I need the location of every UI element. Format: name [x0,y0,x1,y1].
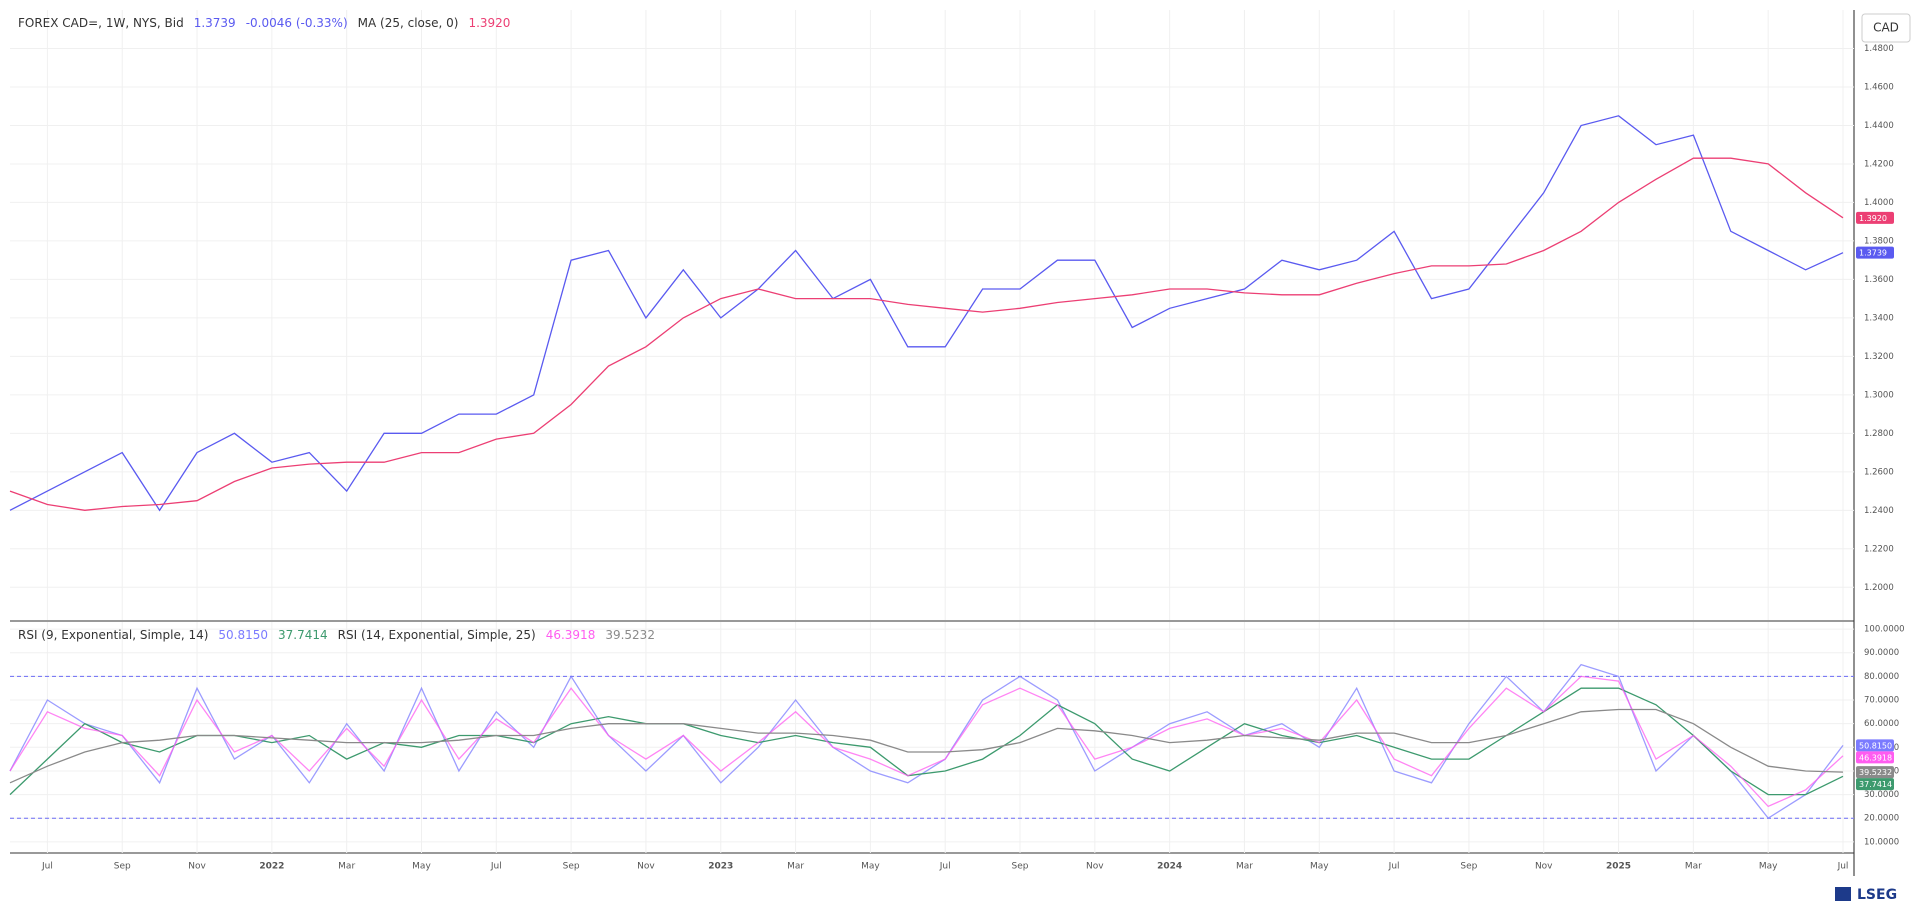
last-value-badge [1856,739,1894,752]
last-value-badge [1856,211,1894,224]
y-tick-label: 70.0000 [1864,696,1899,706]
x-tick-label: 2023 [708,862,733,872]
legend-change: -0.0046 (-0.33%) [245,16,348,30]
legend: RSI (9, Exponential, Simple, 14) 50.8150 3… [18,628,665,642]
x-tick-label: 2025 [1606,862,1631,872]
currency[interactable]: CAD [1873,21,1899,35]
currency-button[interactable] [1861,13,1911,43]
x-tick-label: May [412,862,431,872]
y-tick-label: 1.3600 [1864,275,1894,285]
y-tick-label: 1.2800 [1864,429,1894,439]
y-tick-label: 60.0000 [1864,719,1899,729]
x-tick-label: Jul [41,862,53,872]
brand-logo-mark [1835,887,1851,901]
last-value-badge [1856,778,1894,791]
y-tick-label: 1.3400 [1864,313,1894,323]
x-tick-label: May [1759,862,1778,872]
y-tick-label: 1.2200 [1864,544,1894,554]
legend-value: 1.3739 [193,16,236,30]
panel: 10.000020.000030.000040.000050.000060.00… [9,622,1905,872]
last-value-badge [1856,766,1894,779]
x-tick-label: Jul [1837,862,1849,872]
brand: LSEG [1857,887,1897,903]
legend-name: RSI (9, Exponential, Simple, 14) [18,628,209,642]
x-tick-label: Mar [1685,862,1702,872]
series-line [9,687,1844,796]
y-tick-label: 1.4800 [1864,44,1894,54]
x-tick-label: Nov [637,862,655,872]
last-value-label: 39.5232 [1859,768,1892,777]
x-tick-label: Jul [490,862,502,872]
x-tick-label: Nov [1086,862,1104,872]
x-tick-label: 2024 [1157,862,1182,872]
legend-value: 46.3918 [545,628,596,642]
y-tick-label: 90.0000 [1864,648,1899,658]
legend-name: MA (25, close, 0) [357,16,459,30]
y-tick-label: 1.3200 [1864,352,1894,362]
legend-value: 50.8150 [218,628,269,642]
y-tick-label: 1.2600 [1864,467,1894,477]
x-tick-label: Mar [1236,862,1253,872]
last-value-label: 37.7414 [1859,780,1892,789]
y-tick-label: 10.0000 [1864,837,1899,847]
last-value-label: 50.8150 [1859,741,1892,750]
y-tick-label: 1.4600 [1864,82,1894,92]
x-tick-label: Mar [338,862,355,872]
last-value-label: 46.3918 [1859,753,1892,762]
series-line [9,115,1844,512]
x-tick-label: Nov [1535,862,1553,872]
legend-value: 39.5232 [605,628,655,642]
x-tick-label: May [861,862,880,872]
x-tick-label: 2022 [259,862,284,872]
y-tick-label: 30.0000 [1864,790,1899,800]
series-line [9,675,1844,808]
x-tick-label: Sep [563,862,580,872]
y-tick-label: 1.4200 [1864,159,1894,169]
x-tick-label: Jul [1388,862,1400,872]
x-tick-label: Sep [114,862,131,872]
legend: FOREX CAD=, 1W, NYS, Bid 1.3739 -0.0046 (-… [18,16,520,30]
y-tick-label: 1.4400 [1864,121,1894,131]
last-value-badge [1856,246,1894,259]
x-tick-label: Mar [787,862,804,872]
y-tick-label: 1.2400 [1864,506,1894,516]
series-line [9,708,1844,784]
x-tick-label: Sep [1012,862,1029,872]
x-tick-label: Sep [1460,862,1477,872]
last-value-label: 1.3920 [1859,214,1887,223]
x-tick-label: Nov [188,862,206,872]
last-value-label: 1.3739 [1859,249,1887,258]
y-tick-label: 1.3800 [1864,236,1894,246]
y-tick-label: 100.0000 [1864,625,1905,635]
y-tick-label: 20.0000 [1864,814,1899,824]
series-line [9,663,1844,820]
panel: 1.2000 1.2200 1.2400 1.2600 1.2800 1.3000 1.32… [9,10,1894,620]
legend-value: 37.7414 [278,628,328,642]
series-line [9,157,1844,511]
x-tick-label: May [1310,862,1329,872]
last-value-badge [1856,751,1894,764]
legend-name: FOREX CAD=, 1W, NYS, Bid [18,16,184,30]
y-tick-label: 1.2000 [1864,583,1894,593]
y-tick-label: 1.3000 [1864,390,1894,400]
x-tick-label: Jul [939,862,951,872]
legend-value: 1.3920 [468,16,511,30]
legend-name: RSI (14, Exponential, Simple, 25) [337,628,536,642]
y-tick-label: 80.0000 [1864,672,1899,682]
y-tick-label: 1.4000 [1864,198,1894,208]
